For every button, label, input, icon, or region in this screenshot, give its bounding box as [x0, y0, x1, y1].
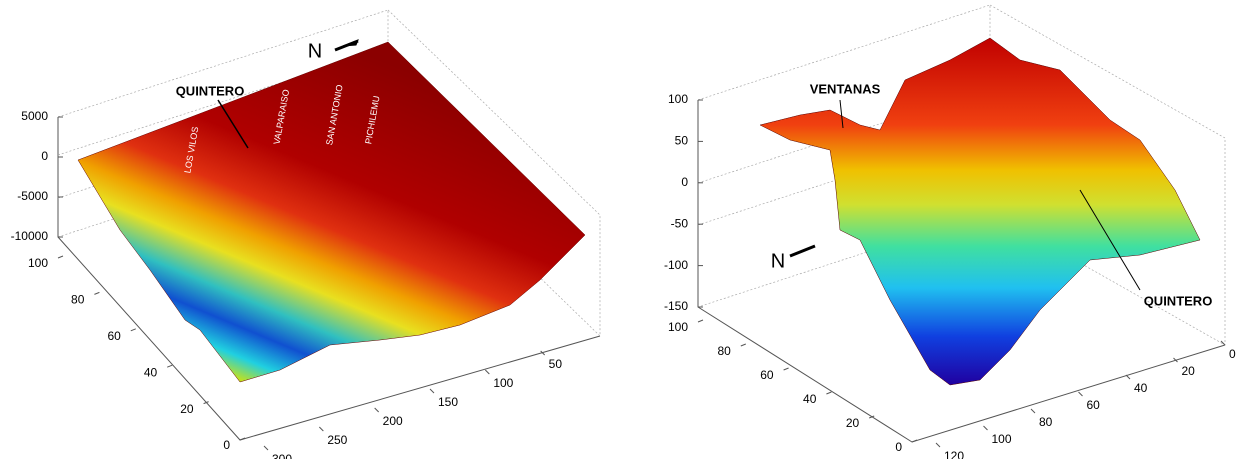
annotation: N [771, 250, 785, 272]
y-tick-label: 40 [803, 392, 817, 406]
y-tick-label: 0 [895, 440, 902, 454]
annotation-arrows-right [789, 99, 1141, 291]
x-tick-label: 40 [1134, 381, 1148, 395]
surface [77, 41, 586, 383]
annotation-arrows-left [217, 39, 359, 149]
y-tick-label: 80 [71, 293, 85, 307]
y-tick-label: 80 [717, 344, 731, 358]
x-tick [1125, 374, 1131, 380]
y-tick [783, 367, 789, 371]
y-tick [826, 391, 832, 395]
y-tick-label: 60 [107, 329, 121, 343]
y-tick [239, 437, 246, 441]
x-tick-label: 0 [1229, 347, 1236, 361]
y-tick [130, 328, 136, 332]
surface [759, 37, 1201, 386]
x-tick-label: 250 [327, 433, 347, 447]
z-tick-label: 0 [681, 175, 688, 189]
x-tick-label: 200 [383, 414, 403, 428]
x-tick-label: 50 [549, 357, 563, 371]
y-tick-label: 20 [180, 402, 194, 416]
z-tick-label: -150 [664, 299, 688, 313]
y-tick [57, 255, 64, 259]
x-tick [484, 369, 490, 375]
y-tick-label: 20 [846, 416, 860, 430]
z-tick-label: -5000 [17, 189, 48, 203]
z-tick-label: -100 [664, 258, 688, 272]
z-tick-label: 100 [668, 92, 688, 106]
annotation: VENTANAS [810, 81, 881, 96]
x-tick-label: 300 [272, 452, 292, 459]
x-tick [1078, 391, 1083, 397]
y-tick [94, 291, 100, 295]
x-tick-label: 100 [493, 376, 513, 390]
x-tick-label: 20 [1182, 364, 1196, 378]
z-tick-label: 0 [41, 149, 48, 163]
x-tick [935, 442, 941, 448]
x-tick [318, 426, 324, 432]
x-tick-label: 60 [1087, 398, 1101, 412]
y-tick-label: 100 [668, 320, 688, 334]
z-tick-label: -50 [671, 216, 689, 230]
x-tick [983, 425, 988, 431]
y-tick-label: 40 [144, 365, 158, 379]
x-tick [263, 445, 269, 451]
x-tick-label: 120 [944, 449, 964, 459]
z-tick-label: 5000 [21, 109, 48, 123]
x-tick [1030, 408, 1036, 414]
x-tick [540, 350, 546, 356]
x-tick [1220, 340, 1226, 346]
y-tick [203, 401, 209, 405]
z-tick-label: -10000 [11, 229, 49, 243]
annotation: QUINTERO [176, 83, 245, 98]
y-tick [869, 415, 875, 419]
y-tick-label: 0 [223, 438, 230, 452]
y-tick-label: 100 [28, 256, 48, 270]
x-tick [1173, 357, 1178, 363]
y-tick [697, 319, 704, 323]
y-tick-label: 60 [760, 368, 774, 382]
z-tick-label: 50 [675, 134, 689, 148]
x-tick-label: 150 [438, 395, 458, 409]
y-tick [911, 439, 918, 443]
annotation: N [308, 40, 322, 62]
annotation: QUINTERO [1144, 293, 1213, 308]
x-tick-label: 100 [992, 432, 1012, 446]
x-tick [429, 388, 435, 394]
x-tick-label: 80 [1039, 415, 1053, 429]
x-tick [374, 407, 380, 413]
y-tick [167, 364, 173, 368]
y-tick [740, 343, 746, 347]
